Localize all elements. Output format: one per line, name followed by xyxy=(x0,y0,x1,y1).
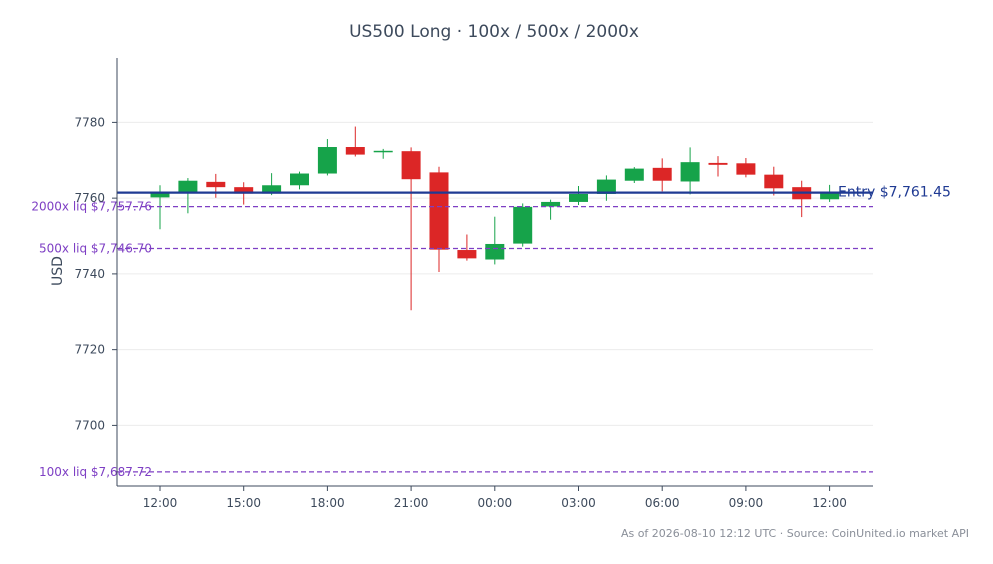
candle-body xyxy=(290,173,309,186)
candle-body xyxy=(652,167,672,181)
candle-body xyxy=(736,163,756,175)
x-tick-label: 18:00 xyxy=(310,496,345,510)
candle-up xyxy=(317,139,337,176)
source-footer: As of 2026-08-10 12:12 UTC · Source: Coi… xyxy=(621,527,969,540)
candle-down xyxy=(736,157,756,178)
y-tick-label: 7700 xyxy=(74,418,105,432)
candle-up xyxy=(373,148,393,159)
candle-up xyxy=(680,147,700,195)
x-tick-label: 00:00 xyxy=(478,496,513,510)
candle-body xyxy=(457,250,477,259)
candle-up xyxy=(569,186,588,205)
candle-body xyxy=(317,147,337,174)
candles xyxy=(150,126,840,311)
candle-body xyxy=(680,162,700,182)
candle-body xyxy=(345,147,365,155)
candle-down xyxy=(764,166,784,196)
reference-lines: 2000x liq $7,757.76 500x liq $7,746.70 100… xyxy=(31,185,951,479)
candle-body xyxy=(178,180,198,193)
candle-body xyxy=(150,192,170,198)
x-tick-label: 21:00 xyxy=(394,496,429,510)
candle-down xyxy=(429,166,449,272)
x-tick-label: 09:00 xyxy=(729,496,764,510)
candle-down xyxy=(345,126,365,157)
candle-body xyxy=(234,187,254,194)
x-tick-label: 12:00 xyxy=(143,496,178,510)
x-tick-label: 06:00 xyxy=(645,496,680,510)
candle-body xyxy=(485,243,505,260)
candle-body xyxy=(764,174,784,189)
y-tick-label: 7780 xyxy=(74,115,105,129)
liquidation-label: 500x liq $7,746.70 xyxy=(39,242,152,256)
y-tick-label: 7760 xyxy=(74,191,105,205)
candle-up xyxy=(596,175,616,201)
candle-body xyxy=(513,206,533,244)
candle-down xyxy=(401,147,421,311)
x-tick-label: 15:00 xyxy=(226,496,261,510)
liquidation-label: 2000x liq $7,757.76 xyxy=(31,200,152,214)
candle-up xyxy=(624,167,644,183)
candle-body xyxy=(373,150,393,153)
candle-body xyxy=(708,162,728,165)
candle-up xyxy=(290,171,309,190)
candle-up xyxy=(178,178,198,214)
candle-up xyxy=(513,203,533,247)
candle-body xyxy=(820,192,840,200)
candle-up xyxy=(262,173,282,196)
candle-down xyxy=(792,180,812,218)
candle-up xyxy=(541,199,561,220)
candle-down xyxy=(457,234,477,261)
candle-down xyxy=(206,173,226,198)
y-tick-label: 7720 xyxy=(74,343,105,357)
liquidation-label: 100x liq $7,687.72 xyxy=(39,465,152,479)
x-tick-label: 03:00 xyxy=(561,496,596,510)
grid-lines xyxy=(117,121,873,426)
entry-label: Entry $7,761.45 xyxy=(838,185,951,201)
candle-body xyxy=(429,172,449,250)
y-axis-label: USD xyxy=(50,256,66,286)
chart-title: US500 Long · 100x / 500x / 2000x xyxy=(349,22,639,42)
x-tick-label: 12:00 xyxy=(812,496,847,510)
candle-up xyxy=(485,216,505,265)
candle-down xyxy=(652,158,672,192)
candle-body xyxy=(624,168,644,181)
candle-body xyxy=(401,151,421,180)
candle-body xyxy=(541,201,561,207)
candle-body xyxy=(206,181,226,188)
candle-down xyxy=(708,156,728,177)
y-tick-label: 7740 xyxy=(74,267,105,281)
candle-body xyxy=(596,179,616,194)
candle-body xyxy=(569,193,588,202)
axes: 7700 7720 7740 7760 7780 12:00 15:00 18:00 21:00… xyxy=(74,58,873,510)
candle-body xyxy=(262,185,282,194)
